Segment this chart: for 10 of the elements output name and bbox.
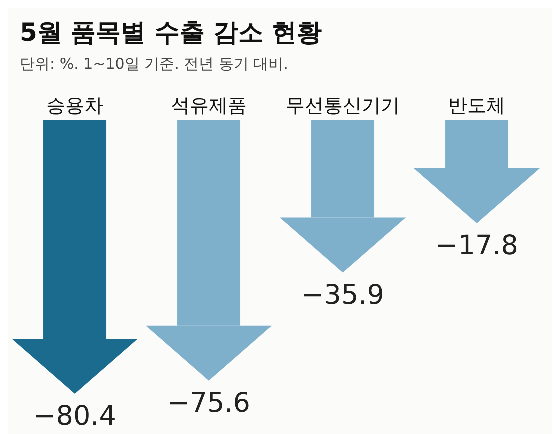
chart-title: 5월 품목별 수출 감소 현황	[19, 17, 324, 49]
data-label: −75.6	[168, 388, 250, 419]
x-tick-label: 석유제품	[171, 95, 247, 117]
data-label: −17.8	[436, 230, 518, 262]
data-label: −35.9	[302, 280, 384, 311]
x-tick-label: 무선통신기기	[286, 95, 400, 117]
x-tick-label: 반도체	[448, 95, 506, 117]
data-label: −80.4	[34, 401, 116, 432]
chart-subtitle: 단위: %. 1~10일 기준. 전년 동기 대비.	[19, 54, 290, 74]
x-tick-label: 승용차	[46, 95, 104, 117]
